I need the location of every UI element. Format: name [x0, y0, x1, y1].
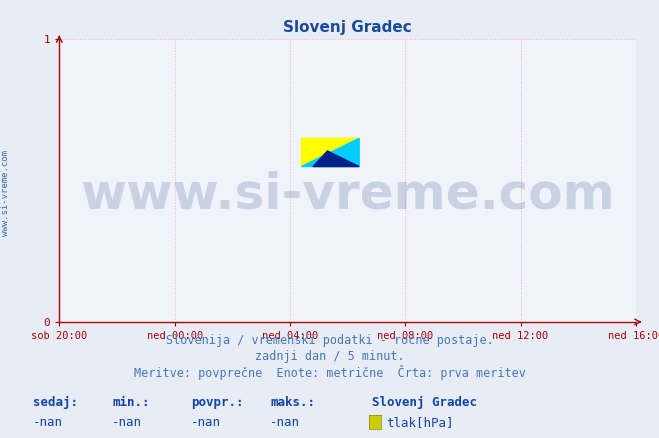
- Title: Slovenj Gradec: Slovenj Gradec: [283, 21, 412, 35]
- Polygon shape: [313, 151, 359, 166]
- Text: tlak[hPa]: tlak[hPa]: [386, 416, 453, 429]
- Text: povpr.:: povpr.:: [191, 396, 244, 410]
- Text: www.si-vreme.com: www.si-vreme.com: [80, 171, 615, 219]
- Text: min.:: min.:: [112, 396, 150, 410]
- Text: Meritve: povprečne  Enote: metrične  Črta: prva meritev: Meritve: povprečne Enote: metrične Črta:…: [134, 365, 525, 380]
- Text: -nan: -nan: [191, 416, 221, 429]
- Polygon shape: [302, 138, 359, 166]
- Text: maks.:: maks.:: [270, 396, 315, 410]
- Polygon shape: [302, 138, 359, 166]
- Text: Slovenj Gradec: Slovenj Gradec: [372, 396, 477, 410]
- Text: -nan: -nan: [112, 416, 142, 429]
- Text: zadnji dan / 5 minut.: zadnji dan / 5 minut.: [254, 350, 405, 364]
- Text: sedaj:: sedaj:: [33, 396, 78, 410]
- Text: -nan: -nan: [270, 416, 301, 429]
- Text: -nan: -nan: [33, 416, 63, 429]
- Text: Slovenija / vremenski podatki - ročne postaje.: Slovenija / vremenski podatki - ročne po…: [165, 334, 494, 347]
- Text: www.si-vreme.com: www.si-vreme.com: [1, 150, 10, 236]
